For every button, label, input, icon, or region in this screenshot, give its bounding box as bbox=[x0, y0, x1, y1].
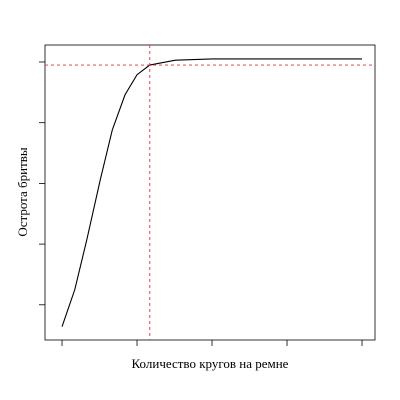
y-axis-label: Острота бритвы bbox=[15, 147, 30, 237]
plot-frame bbox=[44, 44, 376, 341]
data-line bbox=[61, 58, 363, 327]
x-axis-label: Количество кругов на ремне bbox=[132, 356, 289, 371]
